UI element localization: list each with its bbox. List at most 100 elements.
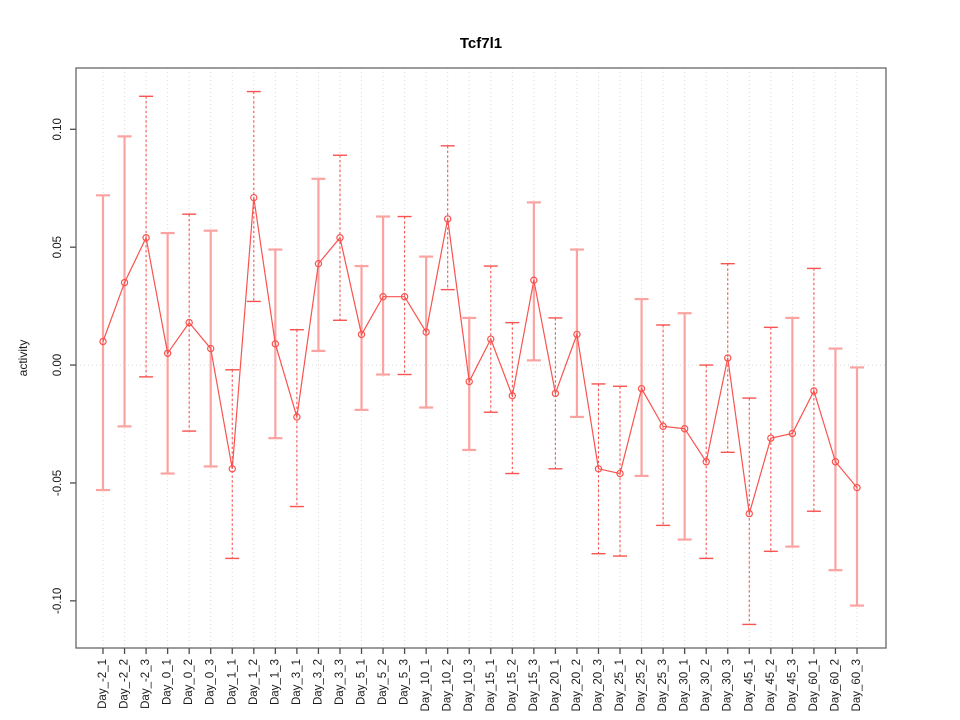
x-tick-label: Day_0_2 [183, 659, 195, 705]
data-point [379, 292, 387, 301]
error-bar [376, 215, 391, 376]
data-point [99, 337, 107, 346]
x-tick-label: Day_20_2 [571, 659, 583, 711]
x-tick-label: Day_15_2 [506, 659, 518, 711]
y-tick-label: 0.10 [52, 118, 64, 140]
grid-layer [76, 68, 886, 648]
data-point [250, 193, 258, 202]
error-bar [828, 347, 843, 572]
y-tick-label: 0.00 [52, 354, 64, 376]
data-point [594, 465, 603, 473]
data-point [853, 483, 861, 492]
data-point [400, 292, 409, 301]
x-tick-label: Day_1_2 [248, 659, 260, 705]
x-tick-label: Day_30_1 [679, 659, 691, 711]
error-bar [720, 262, 735, 454]
x-tick-label: Day_30_3 [722, 659, 734, 711]
x-tick-label: Day_30_2 [700, 659, 712, 711]
error-bar [225, 369, 240, 560]
data-point [702, 458, 710, 466]
data-point [443, 215, 452, 223]
x-tick-label: Day_1_3 [269, 659, 281, 705]
x-tick-label: Day_5_1 [356, 659, 368, 705]
data-point [810, 387, 818, 395]
x-tick-label: Day_0_1 [162, 659, 174, 705]
error-bar [462, 316, 477, 452]
x-tick-label: Day_45_1 [743, 659, 755, 711]
data-point [637, 384, 646, 393]
data-point [616, 469, 624, 478]
x-tick-label: Day_-2_1 [97, 659, 109, 709]
data-point [357, 330, 366, 339]
x-tick-label: Day_0_3 [205, 659, 217, 705]
x-tick-label: Day_1_1 [226, 659, 238, 705]
data-point [142, 234, 150, 242]
data-point [207, 344, 215, 353]
x-tick-label: Day_10_2 [442, 659, 454, 711]
data-point [487, 335, 495, 343]
x-tick-label: Day_5_2 [377, 659, 389, 705]
error-bar [613, 385, 628, 557]
error-bar [505, 321, 520, 475]
x-tick-label: Day_60_1 [808, 659, 820, 711]
y-tick-label: -0.10 [52, 588, 64, 614]
series-layer [99, 193, 861, 518]
data-point [465, 377, 473, 386]
series-line [102, 197, 858, 514]
y-tick-label: 0.05 [52, 236, 64, 258]
data-point [293, 413, 301, 421]
data-point [336, 234, 344, 242]
x-tick-label: Day_3_1 [291, 659, 303, 705]
data-point [724, 354, 732, 362]
data-point [120, 278, 129, 287]
error-bar [397, 215, 412, 376]
data-point [573, 330, 581, 339]
x-tick-label: Day_25_3 [657, 659, 669, 711]
error-bar [182, 213, 197, 432]
data-point [228, 465, 236, 473]
x-tick-label: Day_10_3 [463, 659, 475, 711]
data-point [659, 422, 667, 431]
x-tick-label: Day_45_2 [765, 659, 777, 711]
data-point [185, 318, 193, 327]
x-tick-label: Day_-2_2 [119, 659, 131, 709]
y-tick-label: -0.05 [52, 470, 64, 496]
x-tick-label: Day_60_3 [851, 659, 863, 711]
plot-border [75, 67, 887, 649]
error-bar [656, 324, 671, 527]
data-point [271, 340, 280, 348]
data-point [530, 276, 538, 284]
x-tick-label: Day_15_3 [528, 659, 540, 711]
error-bar [440, 145, 455, 291]
error-bar [677, 312, 692, 541]
x-tick-label: Day_3_3 [334, 659, 346, 705]
error-bar [96, 194, 110, 492]
axes-layer: -0.10 -0.05 0.00 0.05 0.10 Day_-2_1 Day_-2_2 Da… [52, 67, 887, 711]
error-bar [742, 397, 757, 626]
error-bar [289, 329, 304, 508]
chart-title: Tcf7l1 [460, 35, 502, 52]
x-tick-label: Day_-2_3 [140, 659, 152, 709]
x-tick-label: Day_3_2 [312, 659, 324, 705]
y-axis-label: activity [16, 340, 30, 377]
data-point [680, 425, 689, 433]
x-tick-label: Day_10_1 [420, 659, 432, 711]
data-point [551, 389, 560, 398]
data-point [767, 434, 775, 442]
x-tick-label: Day_5_3 [399, 659, 411, 705]
data-point [745, 509, 753, 518]
data-point [163, 349, 172, 357]
error-bar [246, 90, 261, 303]
error-bar [548, 317, 563, 470]
x-tick-label: Day_20_1 [549, 659, 561, 711]
x-tick-label: Day_15_1 [485, 659, 497, 711]
x-tick-label: Day_45_3 [786, 659, 798, 711]
data-point [831, 458, 840, 466]
x-tick-label: Day_60_2 [829, 659, 841, 711]
x-tick-label: Day_25_1 [614, 659, 626, 711]
x-tick-label: Day_20_3 [592, 659, 604, 711]
data-point [788, 429, 797, 438]
data-point [508, 392, 517, 400]
